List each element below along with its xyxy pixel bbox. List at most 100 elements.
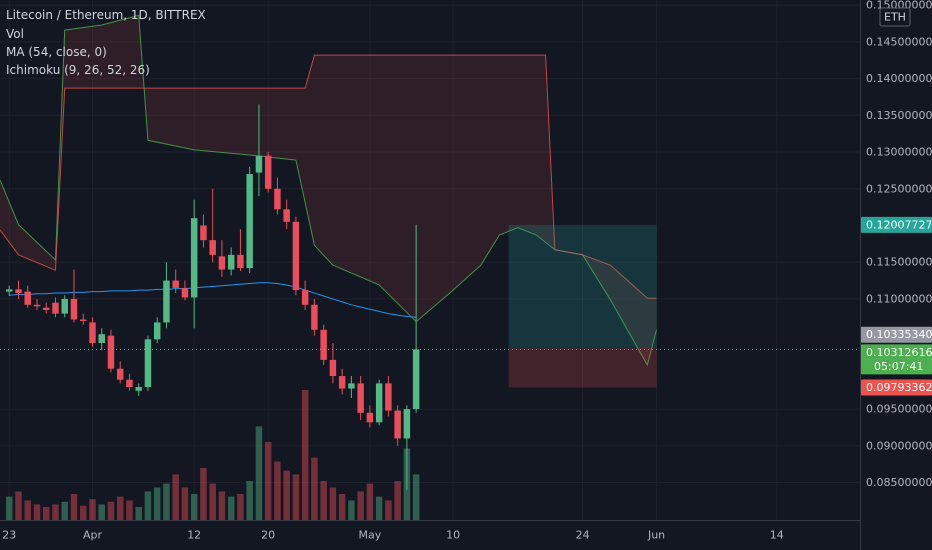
volume-bar [98,504,105,520]
y-tick-label: 0.09500000 [866,403,932,416]
volume-bar [320,481,327,520]
stop-price-tag: 0.09793362 [866,381,932,394]
candle-body [126,379,133,388]
position-profit-zone [508,224,657,348]
chart-title: Litecoin / Ethereum, 1D, BITTREX [6,8,206,22]
candle-body [200,225,207,241]
candle-body [311,304,318,330]
volume-bar [116,496,124,520]
candle-body [15,289,22,294]
candle-body [348,383,355,389]
x-tick-label: Apr [83,529,103,542]
candle-body [338,376,346,389]
candle-body [375,383,383,423]
y-tick-label: 0.09000000 [866,439,932,452]
volume-bar [357,491,364,520]
candle-body [255,155,263,173]
candle-body [329,359,337,377]
volume-bar [218,491,226,520]
y-tick-label: 0.12500000 [866,182,932,195]
indicator-label: Vol [6,27,24,41]
candle-body [403,409,411,439]
volume-bar [366,483,374,520]
price-axis [860,0,932,550]
volume-bar [61,501,68,520]
volume-bar [375,496,383,520]
volume-bar [385,500,392,520]
indicator-label: Ichimoku (9, 26, 52, 26) [6,63,150,77]
candle-body [237,254,244,269]
volume-bar [24,500,31,520]
candle-body [412,349,420,410]
candle-body [172,280,179,288]
volume-bar [89,499,96,520]
last-price-tag-bg [861,344,932,375]
y-tick-label: 0.11000000 [866,292,932,305]
target-price-tag: 0.12007727 [866,218,932,231]
candle-body [181,287,189,298]
candle-body [246,174,253,269]
span-b-line [0,54,657,299]
volume-bar [107,501,115,520]
volume-bar [181,487,189,520]
candle-body [107,335,115,369]
volume-bar [264,442,272,520]
x-tick-label: May [359,529,382,542]
x-tick-label: 14 [770,529,784,542]
volume-bar [200,468,207,520]
candle-body [89,322,96,343]
volume-bar [227,496,235,520]
candle-body [264,155,272,189]
countdown: 05:07:41 [874,360,923,373]
candle-body [116,368,124,380]
volume-bar [135,507,142,520]
volume-bar [348,500,355,520]
position-loss-zone [508,347,657,388]
x-tick-label: Jun [647,529,665,542]
volume-bar [79,505,87,520]
candle-body [144,339,152,388]
cloud-fill [0,15,657,366]
volume-bar [190,494,198,520]
volume-bar [255,426,263,520]
volume-bar [237,494,244,520]
volume-bar [292,474,300,520]
candle-body [283,209,290,222]
volume-bar [283,470,290,520]
candle-body [394,410,401,439]
candle-body [320,329,327,360]
volume-bar [246,481,253,520]
x-tick-label: 10 [446,529,460,542]
candle-body [61,298,68,314]
entry-price-tag: 0.10335340 [866,328,932,341]
volume-bar [43,507,50,520]
x-tick-label: 12 [187,529,201,542]
volume-bar [163,483,170,520]
y-tick-label: 0.13500000 [866,109,932,122]
y-tick-label: 0.14000000 [866,72,932,85]
stop-price-tag-bg [861,379,932,396]
volume-bar [301,390,309,520]
candle-body [52,302,59,314]
candle-body [274,188,281,210]
candle-body [135,387,142,391]
x-tick-label: 23 [2,529,16,542]
volume-bar [209,483,216,520]
candle-body [163,280,170,323]
volume-bar [329,487,337,520]
volume-bar [311,457,318,520]
candle-body [70,298,78,320]
indicator-label: MA (54, close, 0) [6,45,107,59]
last-price-tag: 0.10312616 [866,346,932,359]
candle-body [33,304,41,307]
candle-body [43,307,50,310]
candle-body [24,291,31,305]
x-tick-label: 24 [576,529,590,542]
candle-body [366,412,374,423]
candle-body [218,256,226,270]
ma-line [9,282,417,318]
candle-body [385,383,392,411]
volume-bar [394,481,401,520]
